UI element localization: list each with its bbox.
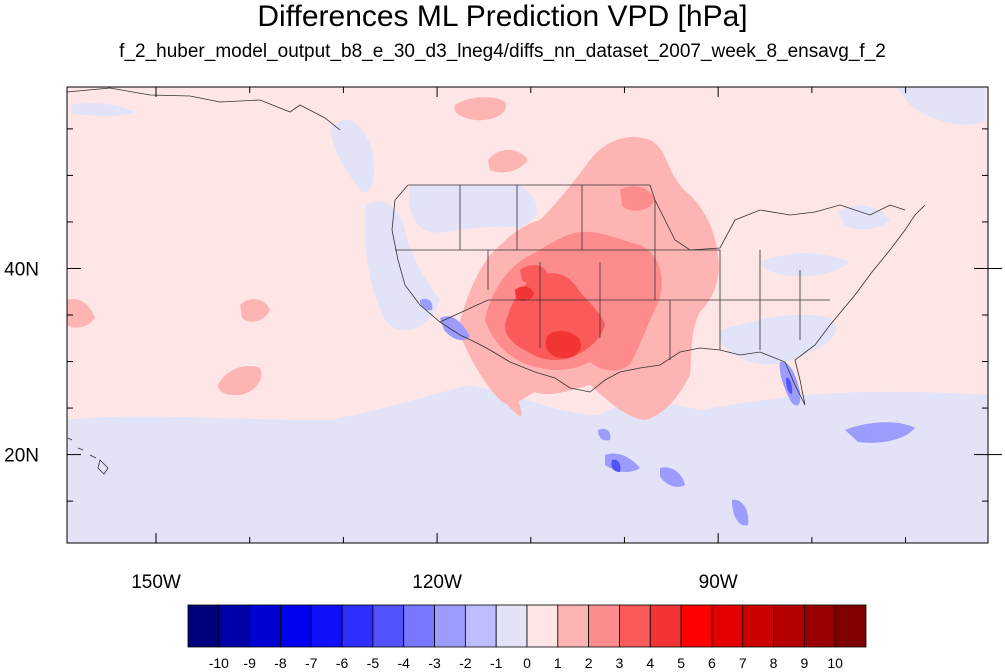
colorbar-swatch: [310, 604, 343, 648]
axis-ticks: [67, 87, 1002, 543]
colorbar-tick-label: 10: [827, 655, 843, 671]
colorbar-tick-label: 5: [677, 655, 685, 671]
colorbar-swatch: [649, 604, 682, 648]
coastline-and-borders: [391, 184, 926, 406]
colorbar-swatch: [341, 604, 374, 648]
colorbar-swatch: [773, 604, 805, 648]
colorbar-tick-label: 2: [585, 655, 593, 671]
colorbar-tick-label: 6: [708, 655, 716, 671]
colorbar-tick-label: -3: [428, 655, 441, 671]
hawaii-outline: [67, 437, 109, 475]
map-subtitle: f_2_huber_model_output_b8_e_30_d3_lneg4/…: [119, 41, 886, 62]
lon-label: 120W: [412, 572, 462, 593]
colorbar-swatch: [711, 604, 744, 648]
map-title: Differences ML Prediction VPD [hPa]: [257, 0, 748, 33]
colorbar-swatch: [619, 604, 651, 648]
colorbar-swatch: [249, 604, 281, 648]
colorbar-swatch: [680, 604, 713, 648]
colorbar-swatch: [803, 604, 836, 648]
axis-labels: 150W 120W 90W 40N 20N: [4, 259, 738, 593]
colorbar-swatch: [526, 604, 559, 648]
colorbar-swatch: [403, 604, 435, 648]
colorbar-swatch: [218, 604, 251, 648]
difference-field: [67, 87, 988, 543]
colorbar-swatch: [280, 604, 312, 648]
colorbar-swatch: [495, 604, 528, 648]
colorbar-tick-label: -2: [459, 655, 472, 671]
colorbar-tick-label: 9: [800, 655, 808, 671]
lon-label: 90W: [699, 572, 738, 593]
colorbar-swatch: [434, 604, 466, 648]
colorbar-tick-label: -6: [336, 655, 349, 671]
colorbar-tick-label: -4: [398, 655, 411, 671]
colorbar-tick-label: -5: [367, 655, 380, 671]
lon-label: 150W: [131, 572, 181, 593]
colorbar-tick-label: 3: [616, 655, 624, 671]
colorbar-tick-label: -7: [305, 655, 318, 671]
alaska-coast-outline: [67, 87, 341, 131]
colorbar: [187, 604, 867, 648]
colorbar-swatch: [187, 604, 220, 648]
negative-anomaly-regions: [67, 87, 988, 543]
colorbar-tick-label: 1: [554, 655, 562, 671]
colorbar-swatch: [834, 604, 867, 648]
colorbar-swatch: [464, 604, 497, 648]
colorbar-tick-label: 4: [646, 655, 654, 671]
colorbar-tick-label: -10: [209, 655, 229, 671]
colorbar-tick-label: 0: [523, 655, 531, 671]
colorbar-swatch: [742, 604, 774, 648]
negative-anomaly-strong: [611, 377, 793, 472]
colorbar-tick-label: -1: [490, 655, 503, 671]
lat-label: 20N: [4, 446, 39, 467]
colorbar-labels: -10 -9 -8 -7 -6 -5 -4 -3 -2 -1 0 1 2 3 4 5 6 7 8 9 10: [209, 655, 843, 671]
colorbar-swatch: [588, 604, 620, 648]
colorbar-tick-label: -8: [274, 655, 287, 671]
lat-label: 40N: [4, 259, 39, 280]
colorbar-swatch: [372, 604, 405, 648]
colorbar-tick-label: 7: [739, 655, 747, 671]
colorbar-tick-label: 8: [770, 655, 778, 671]
positive-anomaly-max: [515, 286, 582, 359]
colorbar-tick-label: -9: [243, 655, 256, 671]
colorbar-swatch: [557, 604, 590, 648]
